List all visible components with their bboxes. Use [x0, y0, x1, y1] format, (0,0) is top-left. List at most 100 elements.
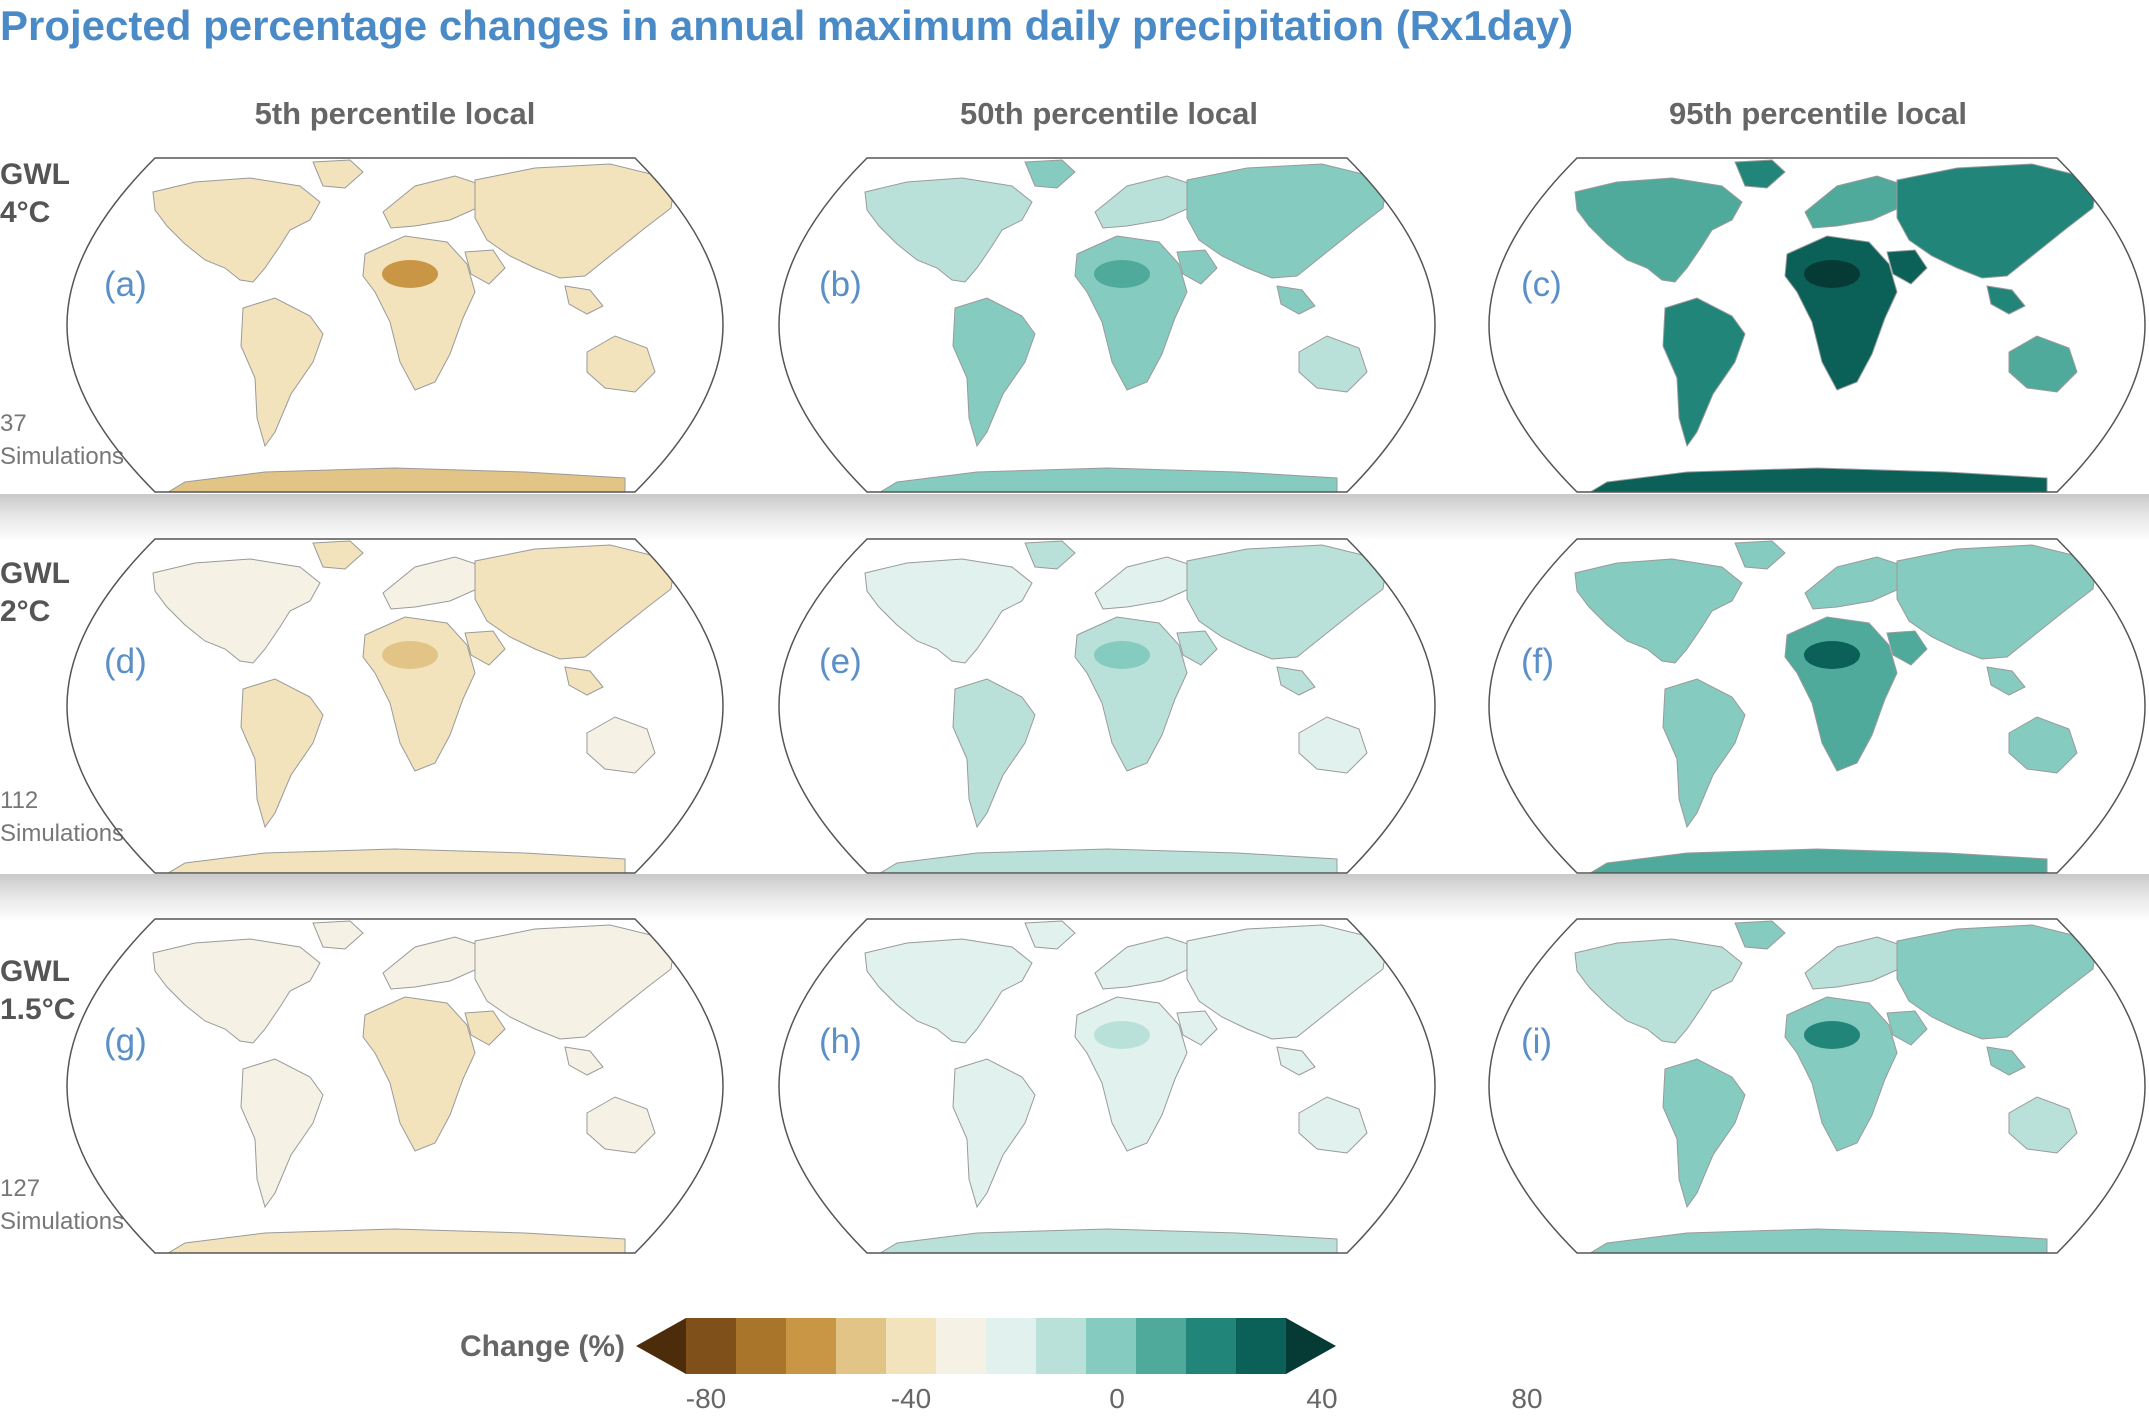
colorbar [636, 1318, 1336, 1374]
landmass-seasia [564, 285, 604, 315]
landmass-greenland [1024, 920, 1076, 950]
landmass-asia [474, 924, 676, 1040]
landmass-australia [2008, 716, 2078, 774]
landmass-seasia [1276, 1046, 1316, 1076]
landmass-antarctica [875, 467, 1338, 492]
landmass-asia [1896, 924, 2098, 1040]
simulations-count-4c: 37 Simulations [0, 407, 140, 473]
colorbar-segment [986, 1318, 1037, 1374]
panel-label-e: (e) [819, 642, 862, 681]
landmass-australia [1298, 1096, 1368, 1154]
colorbar-tick-label: 0 [1109, 1383, 1125, 1414]
row-label-gwl-1-5c: GWL 1.5°C [0, 953, 110, 1029]
gwl-text: GWL [0, 557, 70, 590]
map-frame [66, 157, 724, 493]
map-panel-a [65, 156, 725, 494]
landmass-africa [362, 996, 476, 1152]
landmass-europe [382, 175, 486, 229]
colorbar-segment [836, 1318, 887, 1374]
landmass-antarctica [1585, 467, 2048, 492]
landmass-australia [1298, 335, 1368, 393]
landmass-northAmerica [152, 558, 321, 664]
sims-count: 37 [0, 410, 27, 437]
hotspot-sahel [382, 1021, 438, 1049]
world-map [66, 157, 724, 493]
map-frame [778, 918, 1436, 1254]
world-map [66, 918, 724, 1254]
landmass-asia [1186, 924, 1388, 1040]
colorbar-extend-low [636, 1318, 686, 1374]
landmass-greenland [312, 159, 364, 189]
sims-count: 127 [0, 1175, 41, 1202]
landmass-africa [1074, 235, 1188, 391]
colorbar-title: Change (%) [460, 1330, 625, 1363]
hotspot-sahel [382, 641, 438, 669]
landmass-seasia [1986, 666, 2026, 696]
world-map [778, 538, 1436, 874]
panel-label-f: (f) [1521, 642, 1555, 681]
simulations-count-1-5c: 127 Simulations [0, 1172, 140, 1238]
landmass-antarctica [1585, 1228, 2048, 1253]
landmass-antarctica [875, 848, 1338, 873]
landmass-asia [1186, 544, 1388, 660]
panel-label-i: (i) [1521, 1022, 1553, 1061]
colorbar-segment [1236, 1318, 1287, 1374]
map-panel-i [1487, 917, 2147, 1255]
gwl-value: 2°C [0, 595, 51, 628]
colorbar-segment [1036, 1318, 1087, 1374]
landmass-australia [2008, 335, 2078, 393]
landmass-southAmerica [952, 678, 1036, 829]
map-panel-d [65, 537, 725, 875]
map-panel-c [1487, 156, 2147, 494]
hotspot-sahel [1804, 641, 1860, 669]
landmass-arabia [464, 630, 506, 666]
world-map [1488, 918, 2146, 1254]
landmass-greenland [1734, 920, 1786, 950]
hotspot-sahel [1094, 1021, 1150, 1049]
landmass-northAmerica [1574, 558, 1743, 664]
world-map [778, 918, 1436, 1254]
landmass-asia [1896, 163, 2098, 279]
row-separator [0, 874, 2149, 922]
map-panel-e [777, 537, 1437, 875]
landmass-greenland [312, 920, 364, 950]
landmass-seasia [564, 1046, 604, 1076]
hotspot-sahel [1804, 1021, 1860, 1049]
landmass-europe [382, 556, 486, 610]
gwl-text: GWL [0, 955, 70, 988]
landmass-europe [1804, 175, 1908, 229]
world-map [1488, 157, 2146, 493]
landmass-asia [1186, 163, 1388, 279]
figure-title: Projected percentage changes in annual m… [0, 2, 1574, 49]
hotspot-sahel [1094, 641, 1150, 669]
landmass-southAmerica [240, 1058, 324, 1209]
landmass-africa [1784, 616, 1898, 772]
hotspot-sahel [382, 260, 438, 288]
row-separator [0, 494, 2149, 542]
panel-label-h: (h) [819, 1022, 862, 1061]
landmass-arabia [464, 249, 506, 285]
colorbar-tick-label: -80 [685, 1383, 727, 1414]
panel-label-a: (a) [104, 265, 147, 304]
landmass-antarctica [163, 1228, 626, 1253]
landmass-southAmerica [952, 297, 1036, 448]
landmass-africa [1074, 996, 1188, 1152]
landmass-australia [586, 1096, 656, 1154]
landmass-greenland [312, 540, 364, 570]
landmass-asia [474, 544, 676, 660]
landmass-southAmerica [240, 297, 324, 448]
landmass-australia [586, 335, 656, 393]
landmass-africa [1784, 235, 1898, 391]
colorbar-segment [1086, 1318, 1137, 1374]
sims-label: Simulations [0, 1208, 125, 1235]
sims-label: Simulations [0, 443, 125, 470]
world-map [778, 157, 1436, 493]
landmass-northAmerica [1574, 938, 1743, 1044]
landmass-europe [1094, 936, 1198, 990]
map-frame [66, 918, 724, 1254]
colorbar-extend-high [1286, 1318, 1336, 1374]
landmass-northAmerica [864, 177, 1033, 283]
gwl-value: 4°C [0, 196, 51, 229]
colorbar-segment [786, 1318, 837, 1374]
landmass-arabia [464, 1010, 506, 1046]
